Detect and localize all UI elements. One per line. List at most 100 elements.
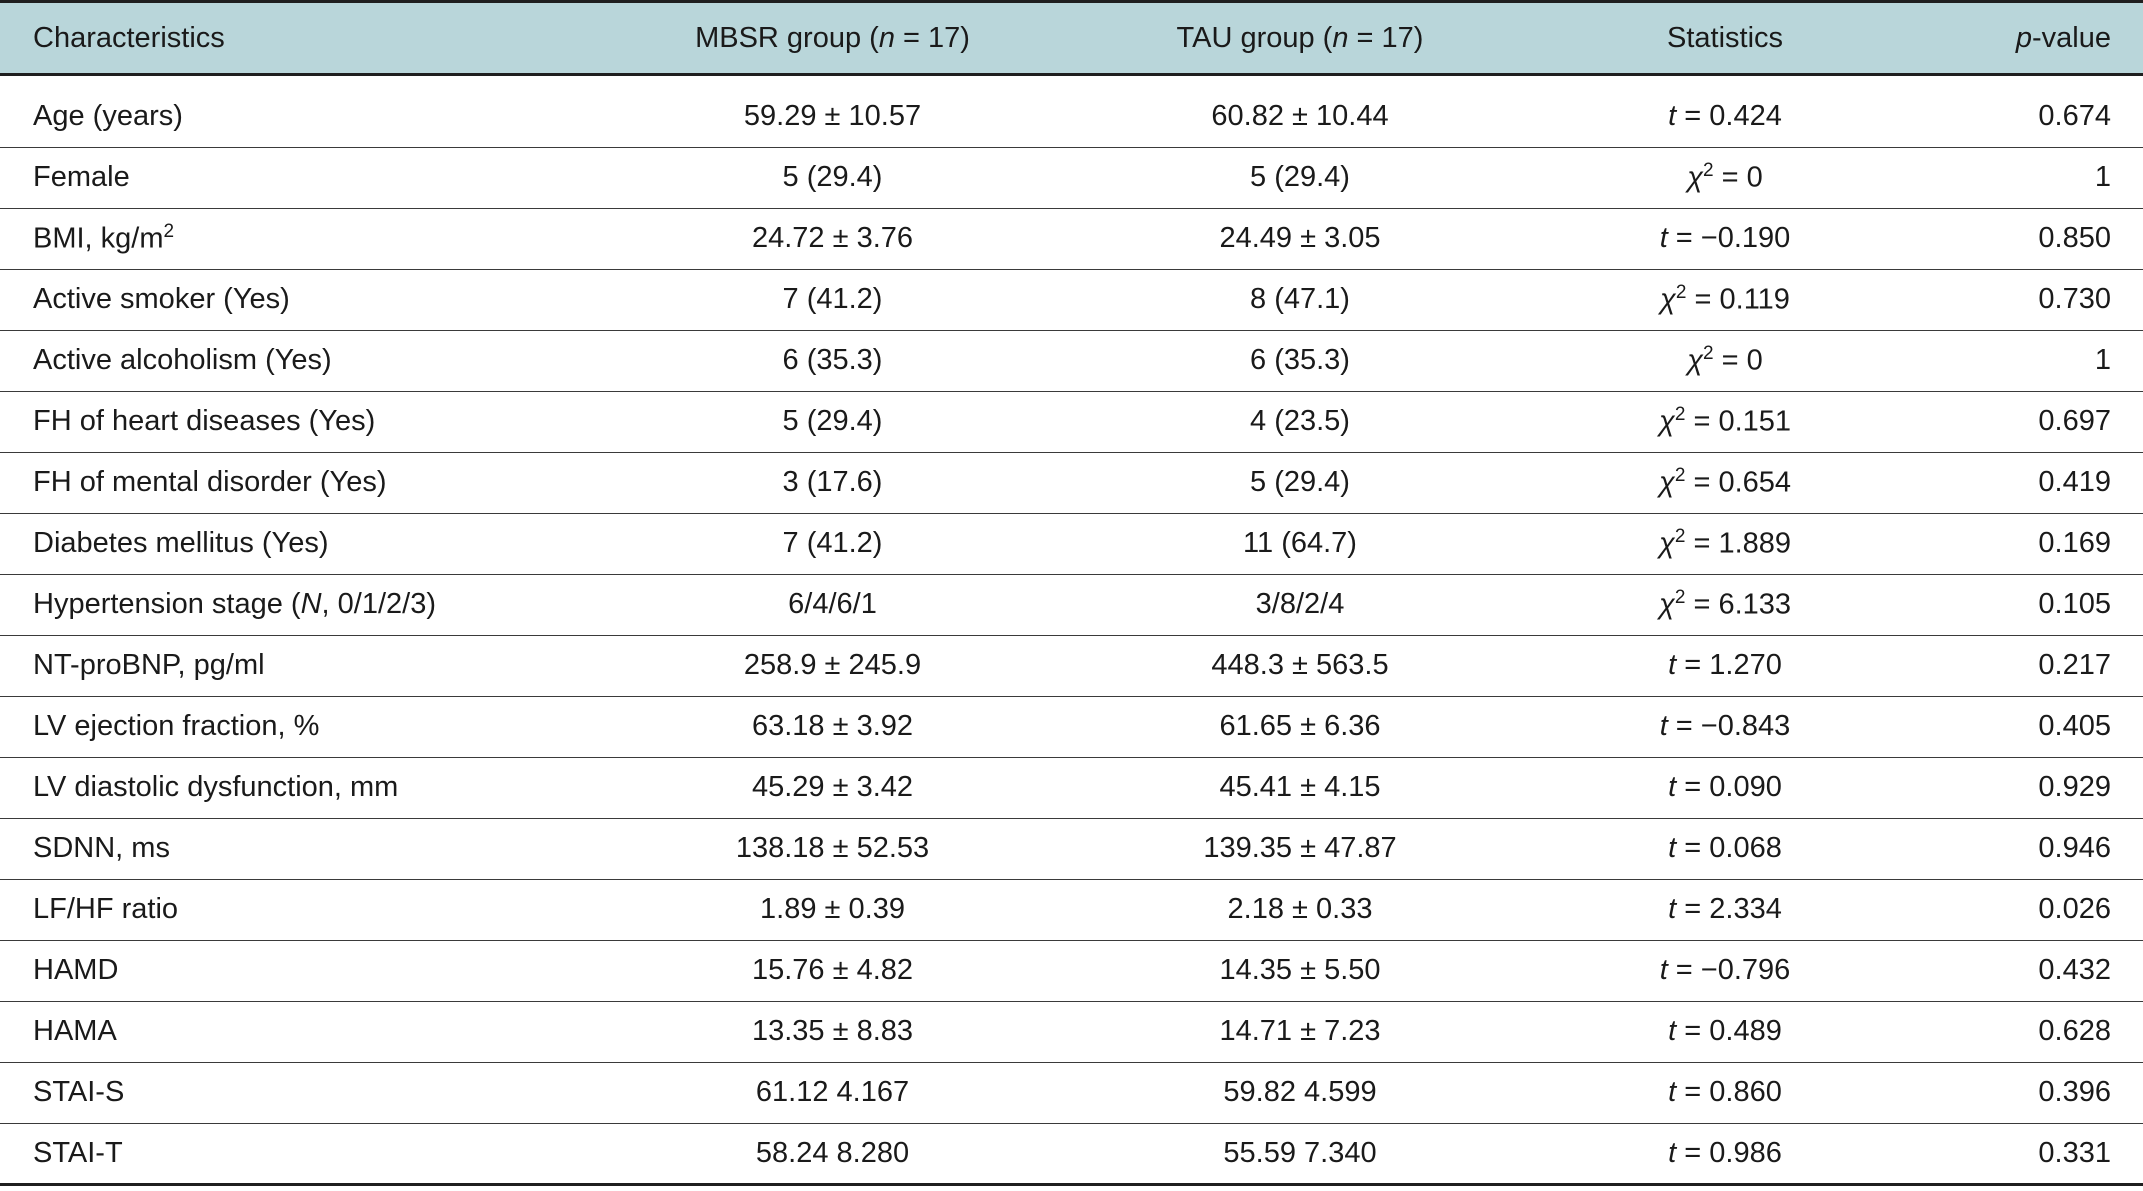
row-tau-value: 4 (23.5) xyxy=(995,391,1595,453)
row-label: FH of heart diseases (Yes) xyxy=(0,391,620,453)
table-row: BMI, kg/m2 24.72 ± 3.76 24.49 ± 3.05 t = −0… xyxy=(0,208,2143,270)
row-mbsr-value: 138.18 ± 52.53 xyxy=(620,818,995,880)
row-statistic: t = 1.270 xyxy=(1595,635,1855,697)
row-mbsr-value: 6/4/6/1 xyxy=(620,574,995,636)
row-mbsr-value: 58.24 8.280 xyxy=(620,1123,995,1186)
row-label: HAMD xyxy=(0,940,620,1002)
row-mbsr-value: 5 (29.4) xyxy=(620,391,995,453)
row-label: LV diastolic dysfunction, mm xyxy=(0,757,620,819)
row-tau-value: 3/8/2/4 xyxy=(995,574,1595,636)
row-label: NT-proBNP, pg/ml xyxy=(0,635,620,697)
header-p-value: p-value xyxy=(1855,0,2143,76)
table-row: STAI-S 61.12 4.167 59.82 4.599 t = 0.860 0.3… xyxy=(0,1062,2143,1124)
row-tau-value: 60.82 ± 10.44 xyxy=(995,86,1595,148)
row-tau-value: 139.35 ± 47.87 xyxy=(995,818,1595,880)
row-statistic: t = −0.843 xyxy=(1595,696,1855,758)
row-p-value: 0.419 xyxy=(1855,452,2143,514)
row-p-value: 0.628 xyxy=(1855,1001,2143,1063)
row-statistic: χ2 = 0 xyxy=(1595,330,1855,392)
row-p-value: 1 xyxy=(1855,147,2143,209)
row-label: Diabetes mellitus (Yes) xyxy=(0,513,620,575)
row-mbsr-value: 1.89 ± 0.39 xyxy=(620,879,995,941)
row-tau-value: 5 (29.4) xyxy=(995,147,1595,209)
table-row: STAI-T 58.24 8.280 55.59 7.340 t = 0.986 0.3… xyxy=(0,1123,2143,1186)
row-mbsr-value: 45.29 ± 3.42 xyxy=(620,757,995,819)
row-tau-value: 59.82 4.599 xyxy=(995,1062,1595,1124)
row-p-value: 0.217 xyxy=(1855,635,2143,697)
row-tau-value: 11 (64.7) xyxy=(995,513,1595,575)
row-tau-value: 24.49 ± 3.05 xyxy=(995,208,1595,270)
row-tau-value: 6 (35.3) xyxy=(995,330,1595,392)
row-label: Active smoker (Yes) xyxy=(0,269,620,331)
row-p-value: 0.929 xyxy=(1855,757,2143,819)
row-p-value: 0.405 xyxy=(1855,696,2143,758)
table-row: FH of heart diseases (Yes) 5 (29.4) 4 (23.… xyxy=(0,391,2143,453)
table-row: LV diastolic dysfunction, mm 45.29 ± 3.42… xyxy=(0,757,2143,819)
table-row: LF/HF ratio 1.89 ± 0.39 2.18 ± 0.33 t = 2.3… xyxy=(0,879,2143,941)
row-tau-value: 45.41 ± 4.15 xyxy=(995,757,1595,819)
row-statistic: χ2 = 1.889 xyxy=(1595,513,1855,575)
row-p-value: 0.105 xyxy=(1855,574,2143,636)
row-p-value: 0.026 xyxy=(1855,879,2143,941)
table-row: LV ejection fraction, % 63.18 ± 3.92 61.65… xyxy=(0,696,2143,758)
row-mbsr-value: 61.12 4.167 xyxy=(620,1062,995,1124)
row-mbsr-value: 63.18 ± 3.92 xyxy=(620,696,995,758)
row-tau-value: 5 (29.4) xyxy=(995,452,1595,514)
row-label: STAI-S xyxy=(0,1062,620,1124)
row-mbsr-value: 7 (41.2) xyxy=(620,269,995,331)
row-statistic: χ2 = 0.654 xyxy=(1595,452,1855,514)
row-p-value: 0.674 xyxy=(1855,86,2143,148)
row-statistic: t = 0.424 xyxy=(1595,86,1855,148)
table-row: NT-proBNP, pg/ml 258.9 ± 245.9 448.3 ± 563… xyxy=(0,635,2143,697)
row-tau-value: 448.3 ± 563.5 xyxy=(995,635,1595,697)
row-label: Age (years) xyxy=(0,86,620,148)
row-mbsr-value: 6 (35.3) xyxy=(620,330,995,392)
table-row: Active alcoholism (Yes) 6 (35.3) 6 (35.3) χ… xyxy=(0,330,2143,392)
row-p-value: 0.730 xyxy=(1855,269,2143,331)
row-label: LV ejection fraction, % xyxy=(0,696,620,758)
table-row: HAMD 15.76 ± 4.82 14.35 ± 5.50 t = −0.796 0.… xyxy=(0,940,2143,1002)
table-row: Age (years) 59.29 ± 10.57 60.82 ± 10.44 t =… xyxy=(0,86,2143,148)
row-p-value: 0.396 xyxy=(1855,1062,2143,1124)
header-tau-group: TAU group (n = 17) xyxy=(995,0,1595,76)
row-statistic: t = −0.796 xyxy=(1595,940,1855,1002)
header-statistics: Statistics xyxy=(1595,0,1855,76)
row-label: BMI, kg/m2 xyxy=(0,208,620,270)
row-mbsr-value: 24.72 ± 3.76 xyxy=(620,208,995,270)
row-statistic: t = 0.090 xyxy=(1595,757,1855,819)
row-tau-value: 8 (47.1) xyxy=(995,269,1595,331)
row-p-value: 0.850 xyxy=(1855,208,2143,270)
row-mbsr-value: 5 (29.4) xyxy=(620,147,995,209)
row-p-value: 0.946 xyxy=(1855,818,2143,880)
table-body: Age (years) 59.29 ± 10.57 60.82 ± 10.44 t =… xyxy=(0,75,2143,1186)
row-p-value: 0.697 xyxy=(1855,391,2143,453)
header-row: Characteristics MBSR group (n = 17) TAU … xyxy=(0,0,2143,76)
table-row: Diabetes mellitus (Yes) 7 (41.2) 11 (64.7)… xyxy=(0,513,2143,575)
header-mbsr-group: MBSR group (n = 17) xyxy=(620,0,995,76)
table-row: HAMA 13.35 ± 8.83 14.71 ± 7.23 t = 0.489 0.6… xyxy=(0,1001,2143,1063)
row-mbsr-value: 13.35 ± 8.83 xyxy=(620,1001,995,1063)
row-statistic: t = 0.489 xyxy=(1595,1001,1855,1063)
row-p-value: 0.432 xyxy=(1855,940,2143,1002)
row-label: Hypertension stage (N, 0/1/2/3) xyxy=(0,574,620,636)
row-p-value: 0.169 xyxy=(1855,513,2143,575)
row-statistic: t = 2.334 xyxy=(1595,879,1855,941)
row-tau-value: 2.18 ± 0.33 xyxy=(995,879,1595,941)
row-tau-value: 61.65 ± 6.36 xyxy=(995,696,1595,758)
row-mbsr-value: 15.76 ± 4.82 xyxy=(620,940,995,1002)
row-statistic: χ2 = 0 xyxy=(1595,147,1855,209)
row-label: SDNN, ms xyxy=(0,818,620,880)
row-statistic: t = 0.986 xyxy=(1595,1123,1855,1186)
row-label: LF/HF ratio xyxy=(0,879,620,941)
table-row: FH of mental disorder (Yes) 3 (17.6) 5 (29… xyxy=(0,452,2143,514)
row-statistic: t = 0.860 xyxy=(1595,1062,1855,1124)
row-statistic: χ2 = 0.119 xyxy=(1595,269,1855,331)
row-mbsr-value: 258.9 ± 245.9 xyxy=(620,635,995,697)
row-tau-value: 55.59 7.340 xyxy=(995,1123,1595,1186)
row-label: Active alcoholism (Yes) xyxy=(0,330,620,392)
table-row: Hypertension stage (N, 0/1/2/3) 6/4/6/1 3/… xyxy=(0,574,2143,636)
row-statistic: t = −0.190 xyxy=(1595,208,1855,270)
